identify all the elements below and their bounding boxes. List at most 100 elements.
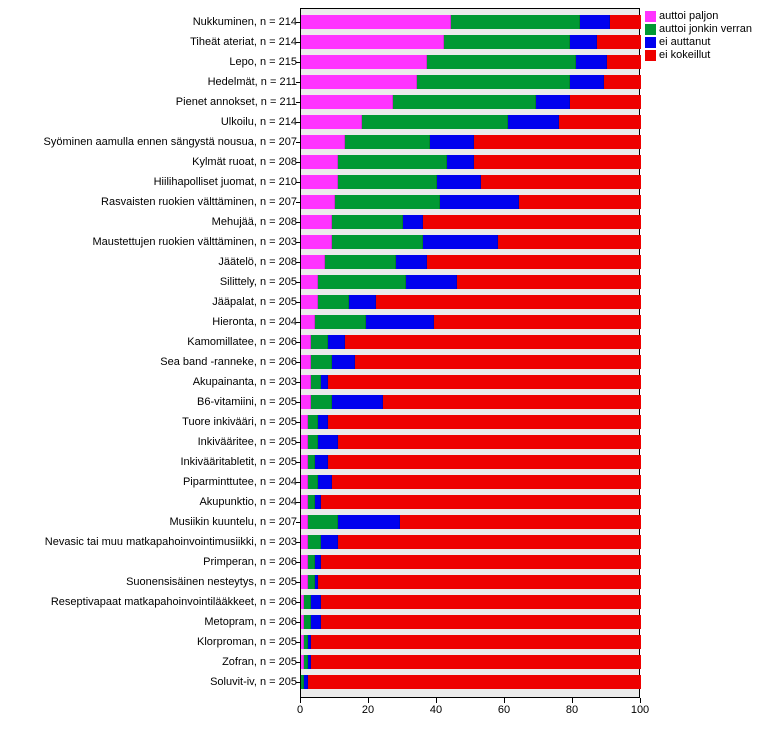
- bar-track: [301, 55, 641, 69]
- bar-segment: [570, 35, 597, 49]
- row-label: Kylmät ruoat, n = 208: [192, 155, 297, 169]
- bar-row: Akupainanta, n = 203: [301, 375, 641, 389]
- bar-segment: [570, 95, 641, 109]
- legend-label: ei kokeillut: [659, 49, 710, 61]
- bar-row: Lepo, n = 215: [301, 55, 641, 69]
- bar-row: Inkivääritee, n = 205: [301, 435, 641, 449]
- bar-segment: [607, 55, 641, 69]
- bar-track: [301, 655, 641, 669]
- bar-row: B6-vitamiini, n = 205: [301, 395, 641, 409]
- row-label: B6-vitamiini, n = 205: [197, 395, 297, 409]
- x-tick: [300, 698, 301, 703]
- row-label: Jääpalat, n = 205: [212, 295, 297, 309]
- bar-row: Mehujää, n = 208: [301, 215, 641, 229]
- row-label: Primperan, n = 206: [203, 555, 297, 569]
- bar-row: Syöminen aamulla ennen sängystä nousua, …: [301, 135, 641, 149]
- bar-track: [301, 75, 641, 89]
- bar-segment: [308, 575, 315, 589]
- bar-row: Jäätelö, n = 208: [301, 255, 641, 269]
- bar-segment: [301, 335, 311, 349]
- bar-segment: [318, 575, 641, 589]
- bar-segment: [400, 515, 641, 529]
- bar-row: Nukkuminen, n = 214: [301, 15, 641, 29]
- y-tick: [296, 62, 300, 63]
- x-tick: [368, 698, 369, 703]
- bar-track: [301, 575, 641, 589]
- y-tick: [296, 322, 300, 323]
- y-tick: [296, 502, 300, 503]
- bar-segment: [301, 315, 315, 329]
- legend-item: auttoi paljon: [645, 10, 752, 22]
- row-label: Tiheät ateriat, n = 214: [190, 35, 297, 49]
- row-label: Piparminttutee, n = 204: [183, 475, 297, 489]
- bar-segment: [315, 495, 322, 509]
- bar-row: Nevasic tai muu matkapahoinvointimusiikk…: [301, 535, 641, 549]
- bar-track: [301, 675, 641, 689]
- bar-segment: [301, 55, 427, 69]
- bar-segment: [403, 215, 423, 229]
- row-label: Hiilihapolliset juomat, n = 210: [154, 175, 297, 189]
- row-label: Reseptivapaat matkapahoinvointilääkkeet,…: [51, 595, 297, 609]
- bar-segment: [328, 375, 641, 389]
- y-tick: [296, 482, 300, 483]
- bar-segment: [610, 15, 641, 29]
- bar-segment: [311, 355, 331, 369]
- row-label: Silittely, n = 205: [220, 275, 297, 289]
- bar-segment: [308, 455, 315, 469]
- y-tick: [296, 222, 300, 223]
- y-tick: [296, 522, 300, 523]
- bar-segment: [304, 595, 311, 609]
- bar-row: Akupunktio, n = 204: [301, 495, 641, 509]
- bar-track: [301, 615, 641, 629]
- bar-segment: [328, 415, 641, 429]
- bar-track: [301, 475, 641, 489]
- bar-segment: [301, 375, 311, 389]
- bar-segment: [481, 175, 641, 189]
- bar-segment: [301, 195, 335, 209]
- bar-segment: [338, 155, 447, 169]
- x-tick: [640, 698, 641, 703]
- x-tick: [572, 698, 573, 703]
- bar-segment: [311, 615, 321, 629]
- bar-segment: [308, 495, 315, 509]
- bar-track: [301, 315, 641, 329]
- bar-track: [301, 435, 641, 449]
- bar-segment: [318, 435, 338, 449]
- y-tick: [296, 142, 300, 143]
- bar-segment: [338, 435, 641, 449]
- bar-row: Tuore inkivääri, n = 205: [301, 415, 641, 429]
- bar-track: [301, 535, 641, 549]
- row-label: Lepo, n = 215: [229, 55, 297, 69]
- bar-segment: [301, 535, 308, 549]
- bar-track: [301, 255, 641, 269]
- row-label: Akupunktio, n = 204: [199, 495, 297, 509]
- bar-track: [301, 555, 641, 569]
- bar-segment: [318, 275, 406, 289]
- bar-track: [301, 175, 641, 189]
- bar-segment: [440, 195, 518, 209]
- x-tick-label: 60: [498, 704, 510, 716]
- bar-segment: [393, 95, 536, 109]
- row-label: Metopram, n = 206: [204, 615, 297, 629]
- bar-segment: [301, 75, 417, 89]
- bar-segment: [321, 595, 641, 609]
- bar-track: [301, 375, 641, 389]
- bar-segment: [332, 395, 383, 409]
- legend-item: ei kokeillut: [645, 49, 752, 61]
- bar-segment: [301, 355, 311, 369]
- bar-track: [301, 395, 641, 409]
- y-tick: [296, 442, 300, 443]
- bar-segment: [332, 215, 403, 229]
- y-tick: [296, 422, 300, 423]
- y-tick: [296, 282, 300, 283]
- bar-segment: [301, 475, 308, 489]
- bar-row: Rasvaisten ruokien välttäminen, n = 207: [301, 195, 641, 209]
- y-tick: [296, 462, 300, 463]
- row-label: Ulkoilu, n = 214: [221, 115, 297, 129]
- bar-segment: [308, 415, 318, 429]
- row-label: Nevasic tai muu matkapahoinvointimusiikk…: [45, 535, 297, 549]
- row-label: Musiikin kuuntelu, n = 207: [170, 515, 298, 529]
- bar-row: Pienet annokset, n = 211: [301, 95, 641, 109]
- bar-segment: [474, 155, 641, 169]
- bar-segment: [570, 75, 604, 89]
